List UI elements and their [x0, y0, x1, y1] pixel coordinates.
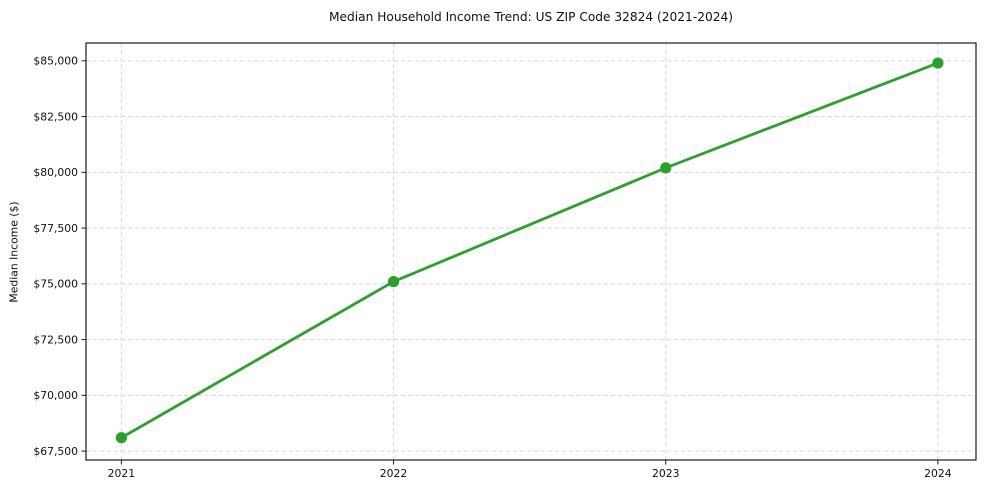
x-tick-label: 2023	[652, 467, 679, 480]
y-tick-label: $70,000	[33, 389, 78, 402]
y-tick-label: $67,500	[33, 445, 78, 458]
y-tick-label: $72,500	[33, 333, 78, 346]
data-point-marker	[932, 57, 944, 69]
x-tick-label: 2024	[924, 467, 952, 480]
y-tick-label: $75,000	[33, 278, 78, 291]
data-point-marker	[387, 276, 400, 288]
x-tick-label: 2022	[380, 467, 407, 480]
y-tick-label: $85,000	[33, 55, 78, 68]
y-tick-label: $80,000	[33, 166, 78, 179]
data-point-marker	[660, 162, 672, 174]
y-tick-label: $77,500	[33, 222, 78, 235]
chart-title: Median Household Income Trend: US ZIP Co…	[329, 10, 733, 24]
data-point-marker	[115, 432, 127, 444]
y-tick-label: $82,500	[33, 110, 78, 123]
plot-border	[85, 42, 977, 461]
y-axis-label: Median Income ($)	[7, 201, 21, 303]
x-tick-label: 2021	[108, 467, 135, 480]
income-trend-line	[119, 61, 940, 440]
